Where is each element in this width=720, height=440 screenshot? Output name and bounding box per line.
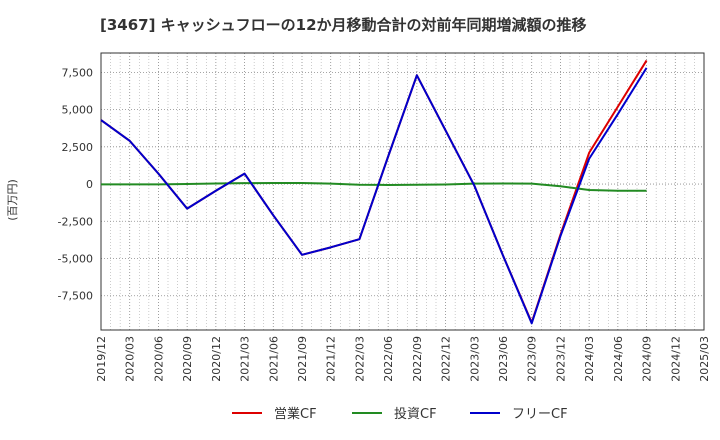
x-tick-label: 2020/09 [181, 336, 194, 382]
plot-frame [100, 52, 705, 331]
x-tick-label: 2024/12 [669, 336, 682, 382]
x-tick-label: 2021/09 [296, 336, 309, 382]
x-tick-label: 2023/09 [526, 336, 539, 382]
x-tick-label: 2023/06 [497, 336, 510, 382]
x-tick-label: 2024/06 [612, 336, 625, 382]
x-tick-label: 2019/12 [95, 336, 108, 382]
x-tick-label: 2020/12 [210, 336, 223, 382]
x-tick-label: 2023/12 [554, 336, 567, 382]
x-tick-label: 2025/03 [698, 336, 711, 382]
x-tick-label: 2023/03 [468, 336, 481, 382]
y-axis: 7,500 5,000 2,500 0 -2,500 -5,000 -7,500 [58, 66, 93, 302]
y-tick-label: 2,500 [62, 141, 94, 154]
y-tick-label: 7,500 [62, 66, 94, 79]
x-tick-label: 2020/03 [124, 336, 137, 382]
x-tick-label: 2022/12 [440, 336, 453, 382]
series-line-2 [100, 67, 648, 325]
y-tick-label: 5,000 [62, 104, 94, 117]
x-tick-label: 2024/09 [641, 336, 654, 382]
legend: 営業CF 投資CF フリーCF [232, 406, 568, 422]
x-tick-label: 2021/12 [325, 336, 338, 382]
y-tick-label: -5,000 [58, 253, 93, 266]
x-tick-label: 2024/03 [583, 336, 596, 382]
series-line-1 [101, 182, 647, 192]
y-tick-label: 0 [86, 178, 93, 191]
plot-background [101, 53, 704, 330]
series-group [100, 59, 648, 325]
y-axis-label: (百万円) [6, 179, 19, 221]
x-tick-label: 2020/06 [152, 336, 165, 382]
x-axis: 2019/12 2020/03 2020/06 2020/09 2020/12 2021/… [95, 336, 711, 382]
y-tick-label: -7,500 [58, 290, 93, 303]
x-tick-label: 2022/06 [382, 336, 395, 382]
y-tick-label: -2,500 [58, 215, 93, 228]
x-tick-label: 2021/03 [239, 336, 252, 382]
legend-label-1: 投資CF [394, 406, 437, 422]
grid [101, 53, 704, 330]
legend-label-0: 営業CF [274, 406, 317, 422]
x-tick-label: 2021/06 [267, 336, 280, 382]
chart-title: [3467] キャッシュフローの12か月移動合計の対前年同期増減額の推移 [100, 16, 587, 34]
x-tick-label: 2022/09 [411, 336, 424, 382]
legend-label-2: フリーCF [512, 407, 568, 422]
x-tick-label: 2022/03 [353, 336, 366, 382]
